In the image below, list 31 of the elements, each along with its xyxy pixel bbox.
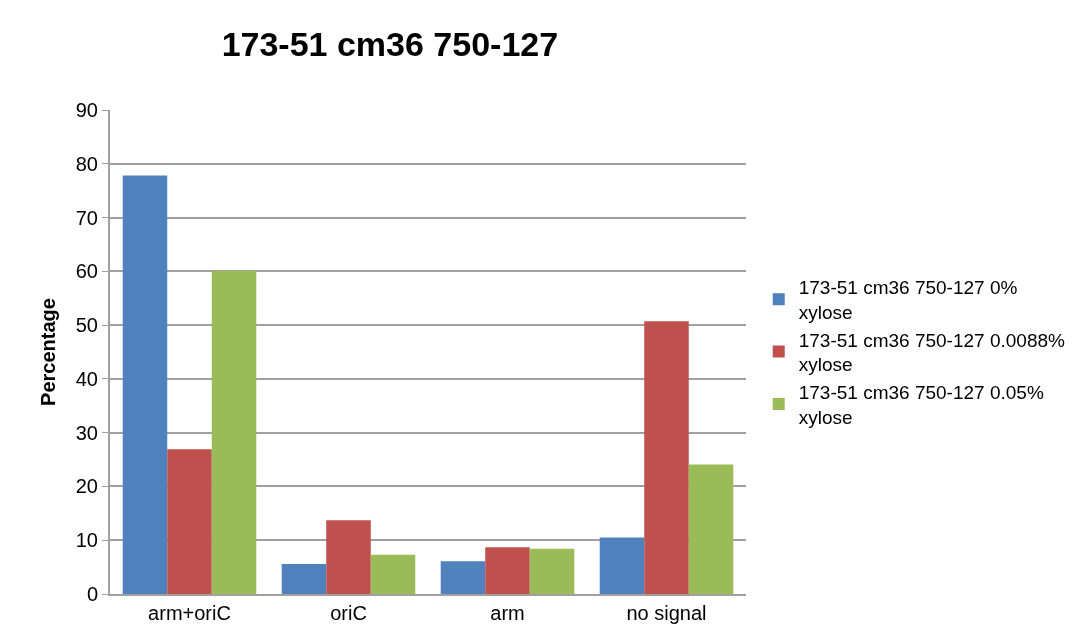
legend-label: 173-51 cm36 750-127 0.0088% xylose bbox=[798, 329, 1066, 376]
bar bbox=[599, 537, 645, 594]
y-tick-label: 10 bbox=[75, 529, 98, 552]
bar bbox=[281, 563, 327, 594]
x-tick-label: no signal bbox=[626, 602, 707, 624]
bar bbox=[122, 175, 168, 594]
y-axis-title: Percentage bbox=[36, 298, 59, 406]
legend-label: 173-51 cm36 750-127 0% xylose bbox=[798, 277, 1018, 323]
y-tick-label: 80 bbox=[75, 152, 98, 175]
bar bbox=[326, 520, 371, 594]
bar bbox=[529, 548, 575, 594]
x-tick-label: oriC bbox=[330, 602, 367, 624]
y-tick-label: 40 bbox=[75, 367, 98, 390]
y-tick-label: 70 bbox=[75, 206, 98, 229]
legend-label: 173-51 cm36 750-127 0.05% xylose bbox=[798, 382, 1044, 428]
y-tick-label: 30 bbox=[75, 421, 98, 444]
chart-title: 173-51 cm36 750-127 bbox=[221, 25, 559, 63]
x-tick-label: arm bbox=[490, 602, 525, 624]
y-tick-label: 60 bbox=[75, 260, 98, 283]
bar bbox=[485, 547, 530, 594]
y-tick-label: 20 bbox=[75, 475, 98, 498]
y-tick-label: 90 bbox=[75, 99, 98, 121]
bar bbox=[688, 464, 734, 594]
y-tick-label: 0 bbox=[86, 583, 98, 605]
y-tick-label: 50 bbox=[75, 314, 98, 337]
bar bbox=[370, 554, 416, 594]
bar bbox=[440, 561, 486, 594]
bar bbox=[644, 321, 689, 594]
bar bbox=[211, 270, 257, 594]
bar bbox=[167, 449, 212, 594]
x-tick-label: arm+oriC bbox=[148, 602, 231, 624]
